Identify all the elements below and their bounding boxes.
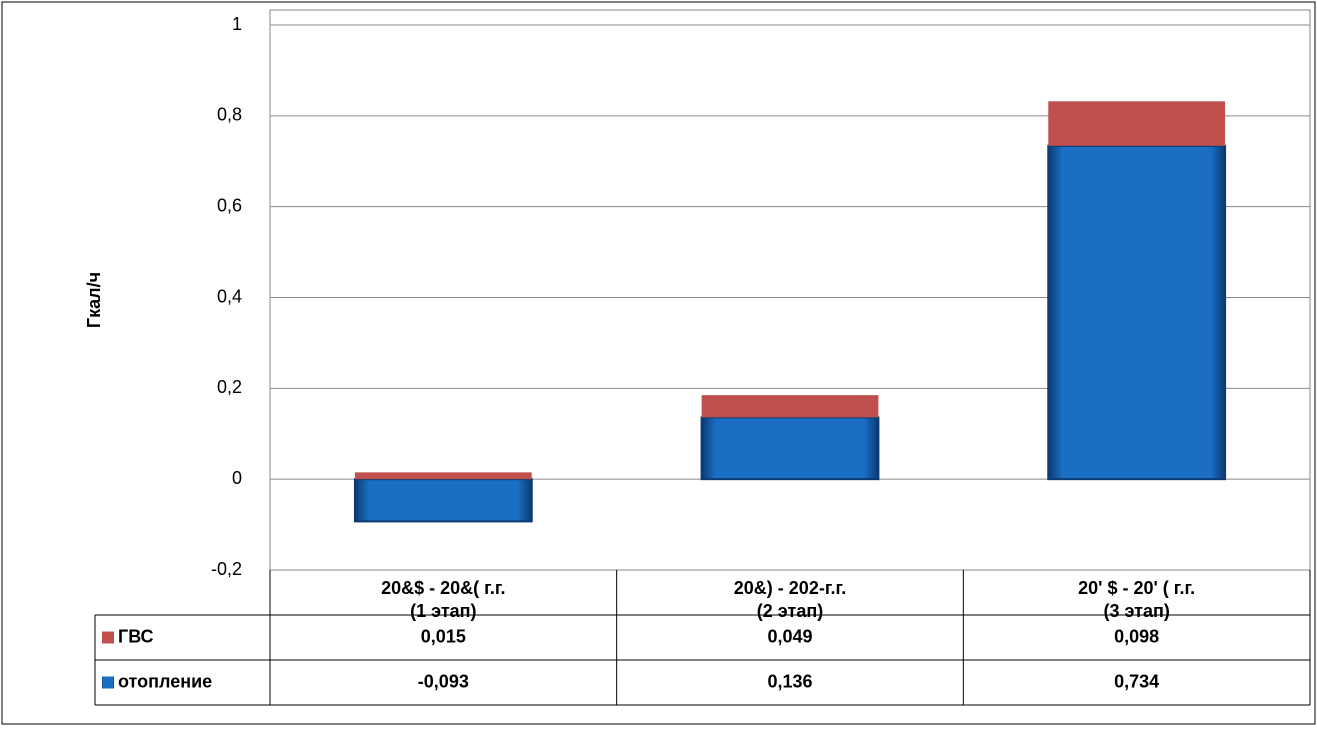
category-label: 20&$ - 20&( г.г. bbox=[381, 578, 505, 598]
legend-label: отопление bbox=[118, 671, 212, 691]
legend-label: ГВС bbox=[118, 626, 154, 646]
y-tick-label: -0,2 bbox=[211, 559, 242, 579]
table-value: 0,734 bbox=[1114, 671, 1159, 691]
bar bbox=[1048, 101, 1226, 146]
category-label: (2 этап) bbox=[757, 601, 823, 621]
y-tick-label: 0,4 bbox=[217, 286, 242, 306]
y-tick-label: 0 bbox=[232, 468, 242, 488]
bar bbox=[353, 478, 533, 523]
legend-key bbox=[102, 676, 114, 689]
table-value: 0,136 bbox=[767, 671, 812, 691]
y-tick-label: 1 bbox=[232, 14, 242, 34]
category-label: 20' $ - 20' ( г.г. bbox=[1078, 578, 1195, 598]
table-value: -0,093 bbox=[418, 671, 469, 691]
category-label: (3 этап) bbox=[1103, 601, 1169, 621]
y-tick-label: 0,2 bbox=[217, 377, 242, 397]
y-axis-label: Гкал/ч bbox=[84, 272, 104, 328]
legend-key bbox=[102, 631, 114, 644]
bar bbox=[354, 472, 532, 480]
table-value: 0,049 bbox=[767, 626, 812, 646]
category-label: (1 этап) bbox=[410, 601, 476, 621]
bar bbox=[700, 416, 880, 481]
table-value: 0,098 bbox=[1114, 626, 1159, 646]
plot-border bbox=[269, 9, 1311, 571]
category-label: 20&) - 202-г.г. bbox=[734, 578, 846, 598]
table-value: 0,015 bbox=[421, 626, 466, 646]
y-tick-label: 0,6 bbox=[217, 195, 242, 215]
bar bbox=[701, 395, 879, 418]
y-tick-label: 0,8 bbox=[217, 105, 242, 125]
bar bbox=[1047, 144, 1227, 481]
